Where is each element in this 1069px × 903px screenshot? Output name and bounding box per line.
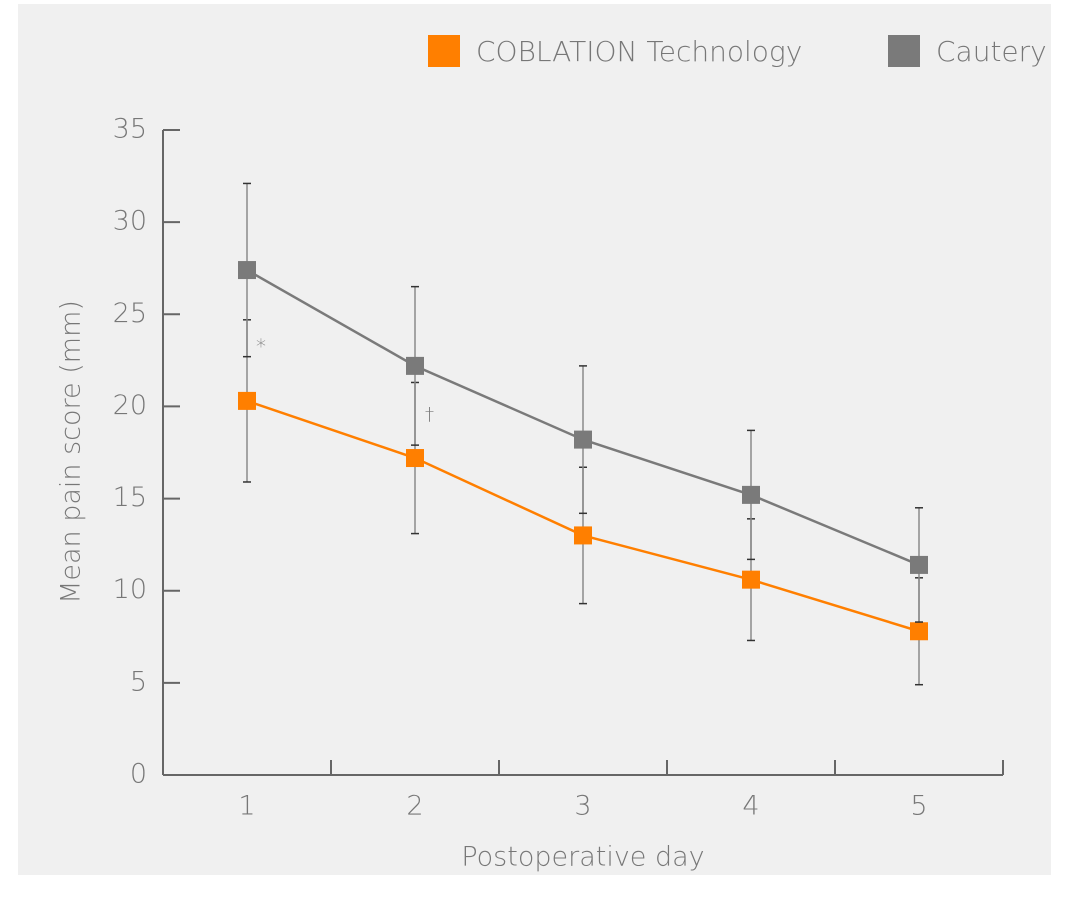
y-tick-label: 30 [113,206,147,237]
y-axis-label: Mean pain score (mm) [56,300,87,604]
x-tick-label: 5 [910,791,927,822]
y-tick-label: 35 [113,114,147,145]
marker [910,622,928,641]
legend-swatch [888,35,920,67]
marker [574,430,592,449]
marker [406,449,424,468]
x-axis-label: Postoperative day [461,842,704,873]
annotation: * [256,335,266,359]
x-tick-label: 3 [574,791,591,822]
marker [742,570,760,589]
y-tick-label: 5 [130,666,147,697]
legend-swatch [428,35,460,67]
y-tick-label: 0 [130,759,147,790]
y-tick-label: 25 [113,298,147,329]
y-tick-label: 20 [113,390,147,421]
marker [238,261,256,280]
annotation: † [425,404,434,425]
x-tick-label: 4 [742,791,759,822]
x-tick-label: 1 [238,791,255,822]
legend-label: COBLATION Technology [476,35,802,68]
marker [742,485,760,504]
marker [238,391,256,410]
marker [910,555,928,574]
y-tick-label: 15 [113,482,147,513]
x-tick-label: 2 [406,791,423,822]
chart-background [18,4,1051,875]
y-tick-label: 10 [113,574,147,605]
marker [574,526,592,545]
legend-label: Cautery [936,35,1047,68]
marker [406,356,424,375]
